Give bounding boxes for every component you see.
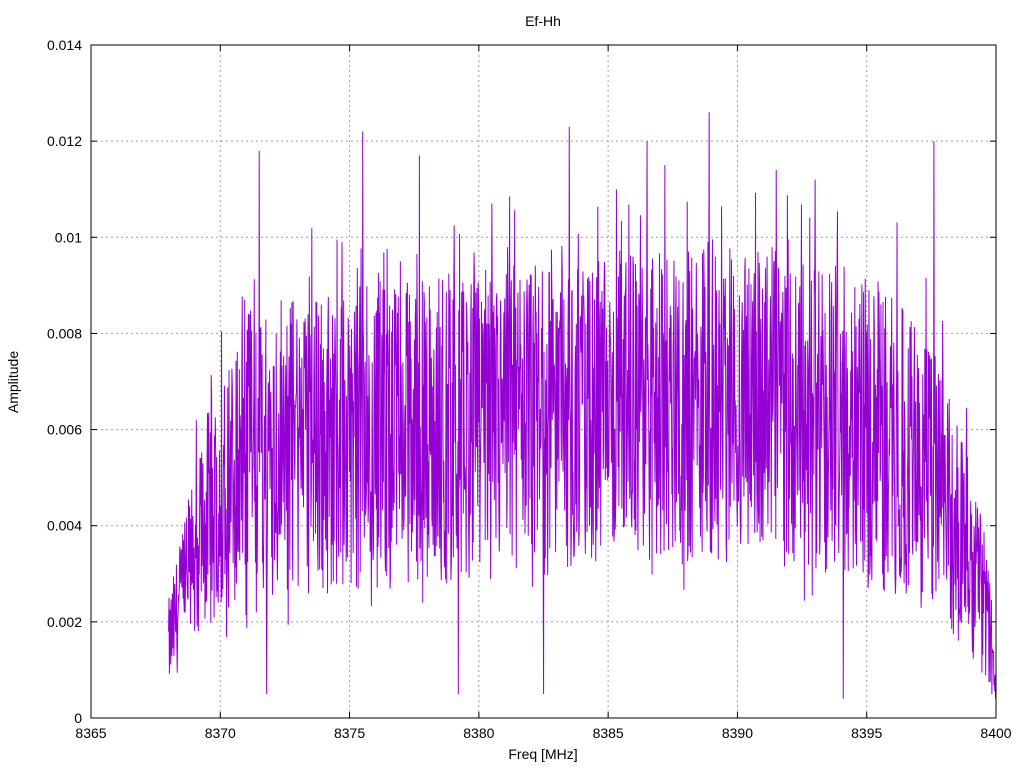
x-tick-label: 8380	[463, 725, 494, 741]
x-tick-label: 8400	[980, 725, 1011, 741]
x-tick-label: 8365	[75, 725, 106, 741]
y-tick-label: 0.004	[47, 518, 82, 534]
x-axis-label: Freq [MHz]	[508, 746, 577, 762]
y-tick-label: 0.012	[47, 133, 82, 149]
x-tick-label: 8385	[593, 725, 624, 741]
axis-ticks: 8365 8370 8375 8380 8385 8390 8395 8400 0 0.002 0.…	[47, 37, 1012, 741]
y-tick-label: 0.008	[47, 325, 82, 341]
y-tick-label: 0.01	[55, 229, 82, 245]
y-tick-label: 0.006	[47, 422, 82, 438]
plot-frame	[90, 44, 997, 719]
amplitude-series-line	[168, 112, 997, 699]
y-axis-label: Amplitude	[5, 351, 21, 413]
y-tick-label: 0.014	[47, 37, 82, 53]
x-tick-label: 8370	[205, 725, 236, 741]
x-tick-label: 8390	[722, 725, 753, 741]
y-tick-label: 0.002	[47, 614, 82, 630]
x-tick-label: 8395	[851, 725, 882, 741]
x-tick-label: 8375	[334, 725, 365, 741]
chart-title: Ef-Hh	[525, 13, 561, 29]
plot-area	[168, 112, 997, 699]
y-tick-label: 0	[74, 710, 82, 726]
